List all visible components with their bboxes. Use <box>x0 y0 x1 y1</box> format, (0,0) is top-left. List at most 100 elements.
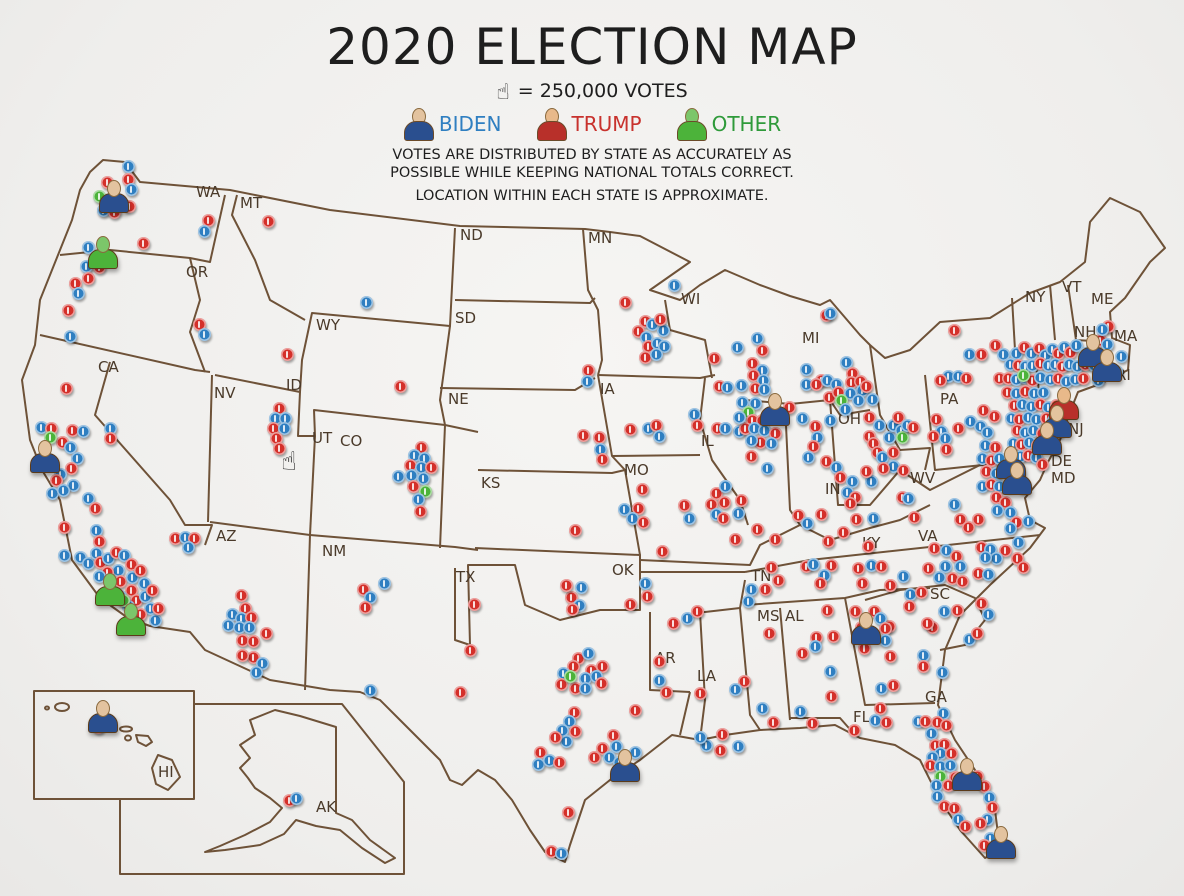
scale-text: = 250,000 VOTES <box>517 80 688 102</box>
trump-vote-pin <box>89 502 102 515</box>
other-portrait-pin <box>95 573 125 606</box>
biden-vote-pin <box>756 702 769 715</box>
state-label-ca: CA <box>98 358 119 376</box>
trump-vote-pin <box>667 617 680 630</box>
state-label-mi: MI <box>802 329 819 347</box>
biden-vote-pin <box>997 348 1010 361</box>
biden-vote-pin <box>800 363 813 376</box>
trump-vote-pin <box>1077 372 1090 385</box>
biden-vote-pin <box>1004 506 1017 519</box>
trump-vote-pin <box>986 801 999 814</box>
state-label-al: AL <box>785 607 804 625</box>
trump-vote-pin <box>946 572 959 585</box>
trump-vote-pin <box>827 630 840 643</box>
trump-vote-pin <box>152 602 165 615</box>
biden-portrait-pin <box>1002 462 1032 495</box>
trump-vote-pin <box>951 604 964 617</box>
trump-vote-pin <box>837 526 850 539</box>
biden-vote-pin <box>560 735 573 748</box>
biden-vote-pin <box>934 760 947 773</box>
biden-vote-pin <box>112 564 125 577</box>
trump-vote-pin <box>980 465 993 478</box>
trump-vote-pin <box>262 215 275 228</box>
state-label-nm: NM <box>322 542 346 560</box>
trump-vote-pin <box>974 817 987 830</box>
biden-vote-pin <box>729 683 742 696</box>
biden-vote-pin <box>250 666 263 679</box>
trump-vote-pin <box>834 471 847 484</box>
trump-vote-pin <box>114 575 127 588</box>
trump-vote-pin <box>404 459 417 472</box>
biden-vote-pin <box>1030 413 1043 426</box>
trump-vote-pin <box>425 461 438 474</box>
biden-vote-pin <box>721 381 734 394</box>
biden-vote-pin <box>876 451 889 464</box>
trump-vote-pin <box>653 655 666 668</box>
biden-portrait-pin <box>99 180 129 213</box>
state-label-ok: OK <box>612 561 635 579</box>
trump-vote-pin <box>267 422 280 435</box>
biden-portrait-pin <box>952 758 982 791</box>
trump-vote-pin <box>717 512 730 525</box>
state-label-ny: NY <box>1025 288 1046 306</box>
trump-vote-pin <box>694 687 707 700</box>
state-label-co: CO <box>340 432 362 450</box>
biden-vote-pin <box>1096 323 1109 336</box>
trump-vote-pin <box>66 424 79 437</box>
biden-vote-pin <box>182 541 195 554</box>
state-label-va: VA <box>918 527 938 545</box>
trump-vote-pin <box>922 562 935 575</box>
trump-vote-pin <box>639 351 652 364</box>
other-vote-pin <box>896 431 909 444</box>
trump-vote-pin <box>863 411 876 424</box>
biden-portrait-icon <box>403 108 434 141</box>
biden-vote-pin <box>982 608 995 621</box>
trump-vote-pin <box>394 380 407 393</box>
trump-vote-pin <box>928 542 941 555</box>
trump-vote-pin <box>887 446 900 459</box>
trump-vote-pin <box>146 584 159 597</box>
trump-vote-pin <box>751 523 764 536</box>
biden-vote-pin <box>555 847 568 860</box>
state-label-tx: TX <box>455 568 475 586</box>
biden-vote-pin <box>392 470 405 483</box>
trump-vote-pin <box>593 431 606 444</box>
biden-vote-pin <box>846 475 859 488</box>
pointing-hand-icon: ☝ <box>496 80 510 105</box>
biden-vote-pin <box>982 568 995 581</box>
trump-vote-pin <box>641 590 654 603</box>
trump-vote-pin <box>971 627 984 640</box>
trump-vote-pin <box>822 535 835 548</box>
biden-vote-pin <box>745 583 758 596</box>
biden-vote-pin <box>824 414 837 427</box>
biden-vote-pin <box>983 791 996 804</box>
trump-vote-pin <box>956 575 969 588</box>
biden-vote-pin <box>629 746 642 759</box>
trump-vote-pin <box>1036 458 1049 471</box>
biden-vote-pin <box>653 430 666 443</box>
biden-vote-pin <box>758 424 771 437</box>
state-label-id: ID <box>286 376 302 394</box>
trump-vote-pin <box>950 550 963 563</box>
trump-vote-pin <box>122 173 135 186</box>
biden-vote-pin <box>415 461 428 474</box>
biden-vote-pin <box>35 421 48 434</box>
biden-vote-pin <box>765 437 778 450</box>
biden-vote-pin <box>719 480 732 493</box>
trump-vote-pin <box>745 450 758 463</box>
trump-vote-pin <box>767 716 780 729</box>
state-label-vt: VT <box>1062 278 1082 296</box>
trump-vote-pin <box>577 429 590 442</box>
trump-vote-pin <box>940 443 953 456</box>
trump-vote-pin <box>860 380 873 393</box>
biden-vote-pin <box>883 431 896 444</box>
trump-vote-pin <box>907 421 920 434</box>
trump-vote-pin <box>69 277 82 290</box>
biden-vote-pin <box>72 287 85 300</box>
trump-vote-pin <box>756 344 769 357</box>
biden-vote-pin <box>830 461 843 474</box>
trump-vote-pin <box>988 410 1001 423</box>
biden-vote-pin <box>879 634 892 647</box>
trump-vote-pin <box>738 675 751 688</box>
trump-vote-pin <box>821 604 834 617</box>
